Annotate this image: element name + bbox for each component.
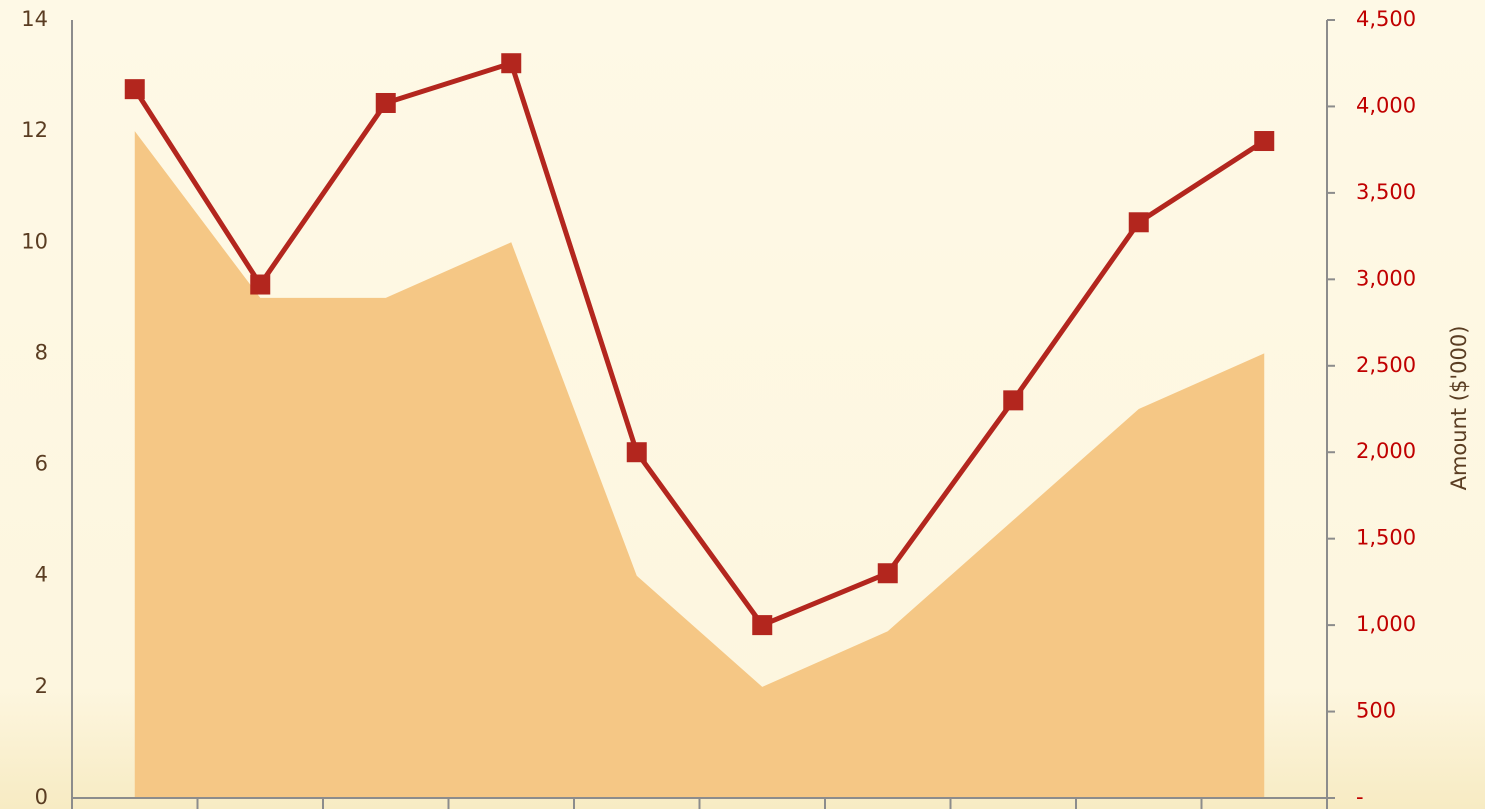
y-tick-label: 0 xyxy=(35,785,48,809)
y2-tick-label: 3,000 xyxy=(1356,266,1416,290)
y-tick-label: 6 xyxy=(35,452,48,476)
marker xyxy=(1254,131,1275,152)
y2-tick-label: - xyxy=(1356,785,1364,809)
y2-tick-label: 1,000 xyxy=(1356,612,1416,636)
marker xyxy=(877,563,898,584)
y2-tick-label: 3,500 xyxy=(1356,180,1416,204)
marker xyxy=(124,79,145,100)
marker xyxy=(626,442,647,463)
y-tick-label: 14 xyxy=(21,7,48,31)
y2-tick-label: 4,000 xyxy=(1356,93,1416,117)
y2-tick-label: 500 xyxy=(1356,699,1396,723)
area xyxy=(134,131,1265,799)
y2-tick-label: 2,500 xyxy=(1356,353,1416,377)
y-tick-label: 4 xyxy=(35,563,48,587)
marker xyxy=(752,615,773,636)
y2-tick-label: 2,000 xyxy=(1356,439,1416,463)
y2-axis-label: Amount ($'000) xyxy=(1447,326,1471,491)
marker xyxy=(1128,212,1149,233)
marker xyxy=(375,92,396,113)
y-tick-label: 10 xyxy=(21,229,48,253)
marker xyxy=(1003,390,1024,411)
y-tick-label: 12 xyxy=(21,118,48,142)
y-tick-label: 8 xyxy=(35,340,48,364)
marker xyxy=(501,53,522,74)
y2-tick-label: 4,500 xyxy=(1356,7,1416,31)
y2-tick-label: 1,500 xyxy=(1356,526,1416,550)
line xyxy=(132,60,1266,628)
marker xyxy=(250,274,271,295)
y-tick-label: 2 xyxy=(35,674,48,698)
